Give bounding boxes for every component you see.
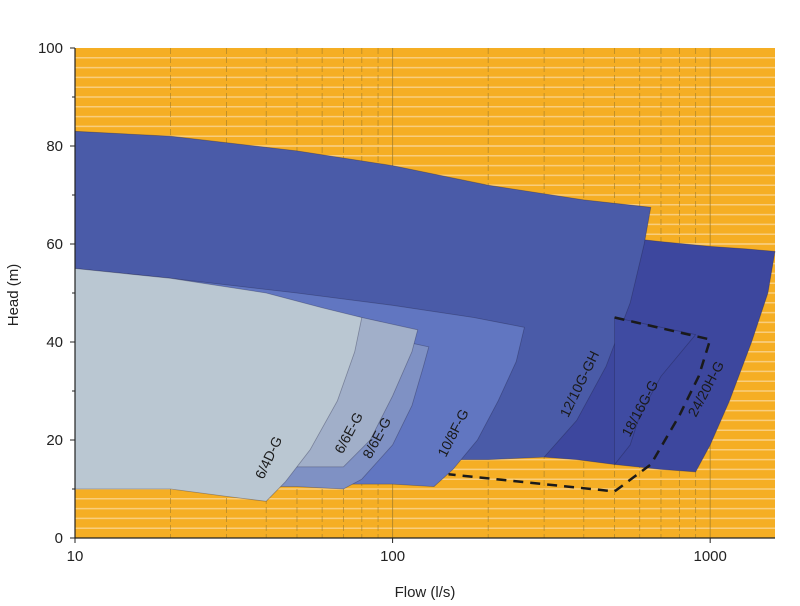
- y-tick-label: 80: [46, 138, 63, 155]
- x-tick-label: 1000: [693, 548, 726, 565]
- y-tick-label: 40: [46, 334, 63, 351]
- x-tick-label: 100: [380, 548, 405, 565]
- y-axis-label: Head (m): [5, 264, 22, 327]
- y-tick-label: 100: [38, 40, 63, 57]
- y-tick-label: 20: [46, 432, 63, 449]
- ticks: 0 20 40 60 80 100 10 100 1000: [38, 40, 727, 565]
- series-areas: [74, 130, 776, 502]
- x-axis-label: Flow (l/s): [395, 584, 456, 601]
- series-area-6/4D-G: [74, 268, 363, 502]
- y-tick-label: 60: [46, 236, 63, 253]
- y-tick-label: 0: [55, 530, 63, 547]
- x-tick-label: 10: [67, 548, 84, 565]
- series-area-18/16G-G: [614, 317, 697, 466]
